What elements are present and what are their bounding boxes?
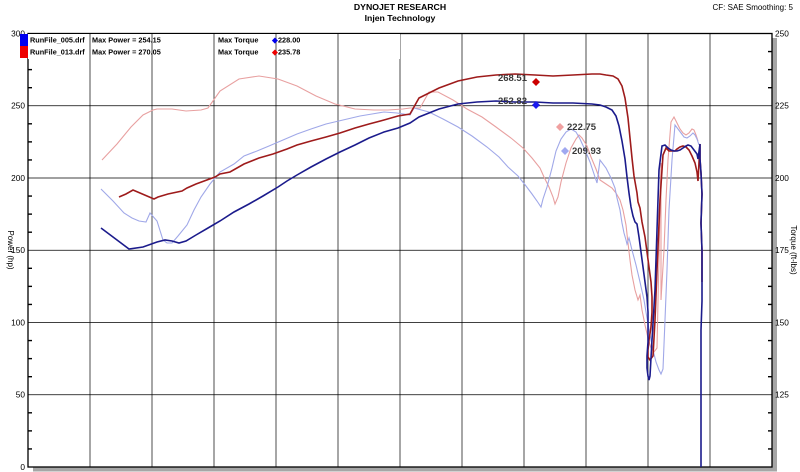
svg-text:250: 250	[11, 101, 25, 111]
svg-text:CF: SAE Smoothing: 5: CF: SAE Smoothing: 5	[713, 3, 794, 12]
svg-text:268.51: 268.51	[498, 73, 528, 84]
svg-text:RunFile_013.drf: RunFile_013.drf	[30, 48, 85, 57]
svg-text:225: 225	[775, 101, 789, 111]
svg-text:Max Torque: Max Torque	[218, 36, 258, 45]
svg-text:DYNOJET RESEARCH: DYNOJET RESEARCH	[354, 2, 446, 12]
svg-text:50: 50	[16, 390, 26, 400]
svg-text:Torque (ft-lbs): Torque (ft-lbs)	[789, 225, 798, 275]
svg-text:250: 250	[775, 29, 789, 39]
svg-text:200: 200	[11, 173, 25, 183]
svg-text:Power (hp): Power (hp)	[6, 230, 15, 269]
svg-text:252.82: 252.82	[498, 96, 527, 107]
svg-text:228.00: 228.00	[278, 36, 300, 45]
svg-text:Max Power = 270.05: Max Power = 270.05	[92, 48, 161, 57]
svg-text:◆: ◆	[271, 48, 278, 57]
svg-text:150: 150	[775, 318, 789, 328]
svg-text:Max Power = 254.15: Max Power = 254.15	[92, 36, 161, 45]
svg-text:200: 200	[775, 173, 789, 183]
svg-text:125: 125	[775, 390, 789, 400]
svg-text:209.93: 209.93	[572, 146, 601, 157]
svg-text:◆: ◆	[271, 36, 278, 45]
svg-text:Max Torque: Max Torque	[218, 48, 258, 57]
svg-text:175: 175	[775, 245, 789, 255]
svg-text:235.78: 235.78	[278, 48, 300, 57]
svg-text:Injen Technology: Injen Technology	[365, 13, 436, 23]
svg-text:0: 0	[20, 462, 25, 472]
svg-text:RunFile_005.drf: RunFile_005.drf	[30, 36, 85, 45]
svg-text:100: 100	[11, 318, 25, 328]
svg-text:222.75: 222.75	[567, 122, 597, 133]
